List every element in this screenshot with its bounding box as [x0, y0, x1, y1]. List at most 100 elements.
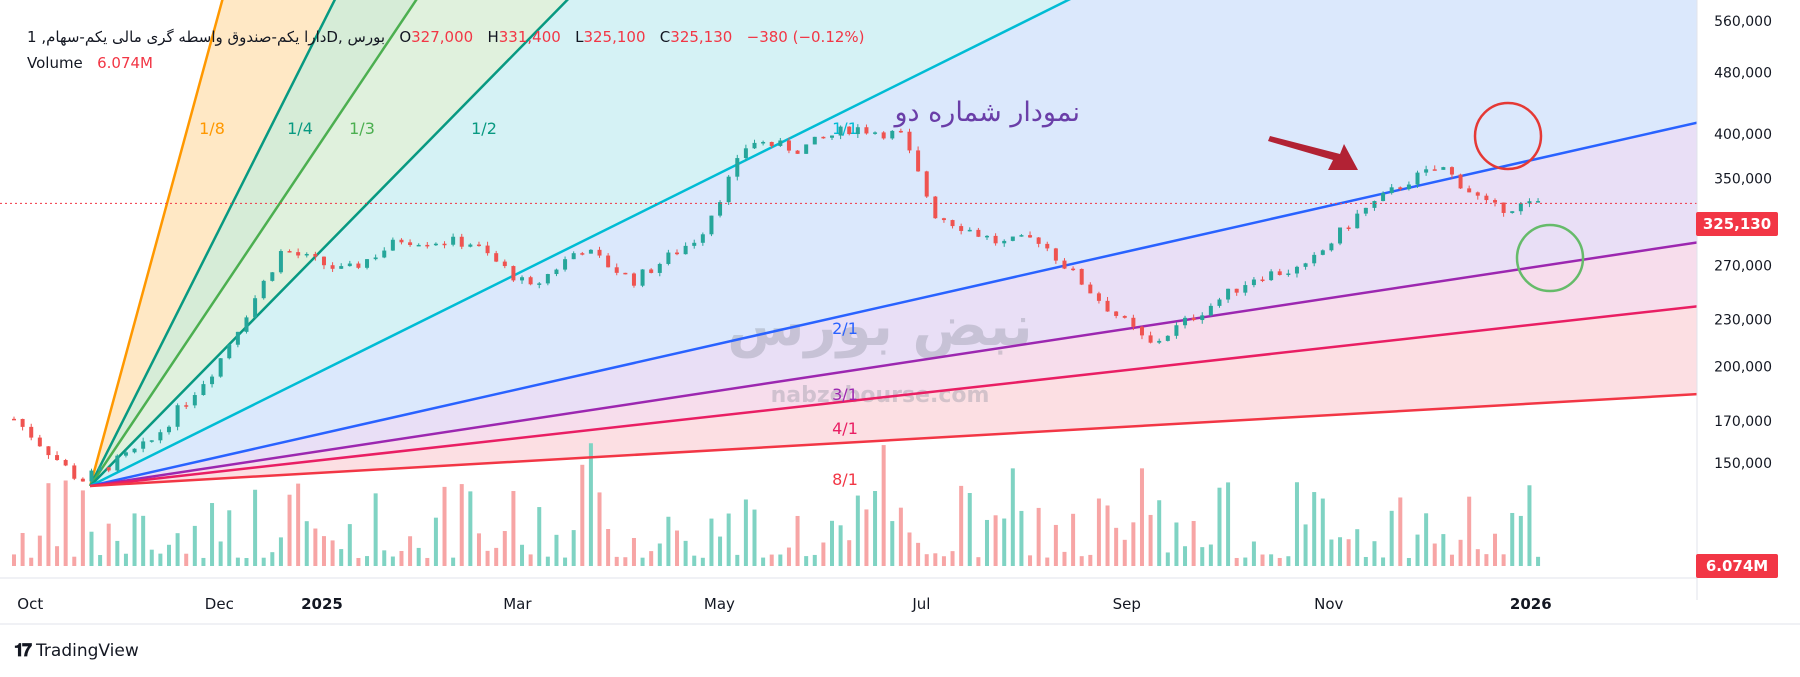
ohlc-legend: دارا یکم-صندوق واسطه گری مالی یکم-سهام, … [27, 28, 865, 46]
price-axis-background [1697, 0, 1800, 600]
candle-body [416, 244, 421, 247]
volume-bar [46, 483, 51, 566]
gann-line-3-1[interactable] [89, 241, 1697, 488]
candle-body [1096, 293, 1101, 301]
time-tick-label: Jul [911, 595, 930, 613]
candle-body [494, 253, 499, 262]
candle-body [184, 405, 189, 407]
volume-bar [683, 540, 688, 566]
candle-body [761, 141, 766, 144]
candle-body [1346, 227, 1351, 230]
resistance-circle[interactable] [1473, 101, 1543, 171]
candle-body [321, 256, 326, 266]
candle-body [640, 269, 645, 286]
volume-bar [563, 557, 568, 566]
volume-bar [184, 553, 189, 566]
candlestick-series [12, 124, 1541, 483]
low-label: L [575, 28, 584, 46]
candle-body [1243, 285, 1248, 293]
candle-body [1157, 340, 1162, 343]
volume-bar [1320, 498, 1325, 566]
gann-line-2-1[interactable] [89, 121, 1697, 488]
candle-body [339, 266, 344, 269]
tradingview-footer[interactable]: 𝟏𝟕 TradingView [14, 640, 139, 661]
candle-body [106, 467, 111, 471]
candle-body [227, 344, 232, 359]
candle-body [1415, 172, 1420, 185]
candle-body [1277, 271, 1282, 275]
volume-bar [1312, 492, 1317, 566]
gann-line-8-1[interactable] [90, 392, 1697, 488]
volume-bar [253, 489, 258, 566]
volume-bar [98, 555, 103, 566]
volume-bar [623, 557, 628, 566]
volume-bar [571, 530, 576, 566]
candle-body [72, 465, 77, 479]
volume-bar [933, 553, 938, 566]
volume-bar [1243, 557, 1248, 566]
volume-bar [339, 549, 344, 566]
candle-body [459, 236, 464, 247]
arrow-icon[interactable] [1268, 136, 1358, 170]
gann-line-4-1[interactable] [90, 305, 1697, 488]
volume-bar [373, 493, 378, 566]
candle-body [821, 136, 826, 139]
time-tick-label: 2025 [301, 595, 343, 613]
candle-body [537, 283, 542, 285]
volume-bar [1183, 546, 1188, 566]
volume-bar [700, 557, 705, 566]
candle-body [132, 448, 137, 453]
gann-fan-labels: 1/8 1/4 1/3 1/2 1/1 2/1 3/1 4/1 8/1 [199, 119, 858, 489]
price-tick-label: 270,000 [1714, 259, 1772, 275]
volume-bar [554, 534, 559, 566]
candle-body [451, 236, 456, 245]
candle-body [1432, 169, 1437, 171]
volume-bar [709, 518, 714, 566]
price-tick-label: 560,000 [1714, 14, 1772, 30]
candle-body [89, 470, 94, 482]
candle-body [1122, 315, 1127, 318]
candle-body [1174, 325, 1179, 336]
candle-body [141, 441, 146, 449]
volume-bar [1200, 547, 1205, 566]
arrow-annotation[interactable] [1268, 136, 1358, 170]
volume-bar [502, 531, 507, 566]
volume-bar [485, 550, 490, 566]
candle-body [1028, 235, 1033, 238]
candle-body [1088, 284, 1093, 294]
gann-line-1-3[interactable] [89, 0, 1697, 487]
time-axis[interactable]: Oct Dec 2025 Mar May Jul Sep Nov 2026 [17, 595, 1551, 613]
watermark-brand: نبض بورس [727, 294, 1032, 359]
change-value: −380 (−0.12%) [746, 28, 865, 46]
volume-bar [1174, 522, 1179, 566]
candle-body [201, 384, 206, 396]
candle-body [1527, 201, 1532, 204]
gann-fan-lines[interactable] [88, 0, 1697, 488]
volume-bar [993, 515, 998, 566]
volume-bar [1122, 539, 1127, 566]
volume-bar [1338, 537, 1343, 566]
candle-body [666, 252, 671, 264]
support-circle[interactable] [1515, 223, 1585, 293]
gann-line-1-2[interactable] [89, 0, 1697, 487]
volume-bar [718, 536, 723, 566]
volume-bar [55, 546, 60, 566]
volume-bar [950, 551, 955, 566]
candle-body [692, 242, 697, 246]
volume-bar [347, 524, 352, 566]
gann-fan-fills [90, 0, 1697, 486]
volume-bar [606, 529, 611, 566]
high-value: 331,400 [498, 28, 561, 46]
candle-body [63, 460, 68, 466]
candle-body [1286, 273, 1291, 275]
volume-label[interactable]: Volume [27, 54, 83, 72]
candle-body [838, 126, 843, 136]
volume-bar [1088, 554, 1093, 566]
symbol-title[interactable]: دارا یکم-صندوق واسطه گری مالی یکم-سهام, … [27, 28, 385, 46]
candle-body [1114, 311, 1119, 316]
candle-body [80, 478, 85, 482]
volume-bar [433, 517, 438, 566]
candle-body [12, 418, 16, 421]
gann-line-1-1[interactable] [89, 0, 1697, 488]
